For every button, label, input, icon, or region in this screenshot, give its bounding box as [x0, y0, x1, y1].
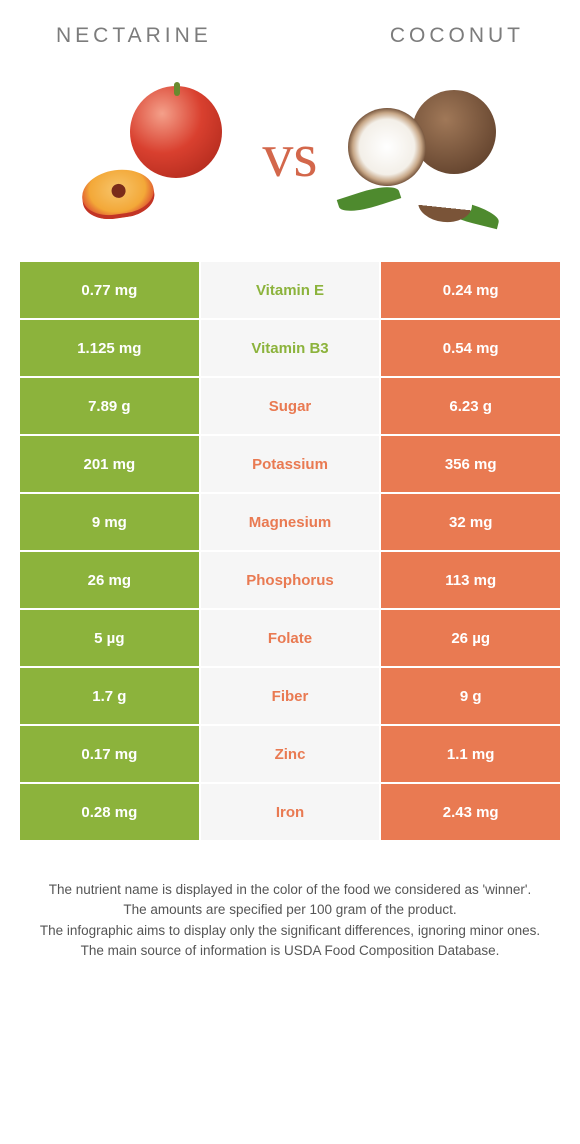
nutrient-name-cell: Folate: [201, 610, 380, 666]
nutrient-name-cell: Phosphorus: [201, 552, 380, 608]
table-row: 9 mgMagnesium32 mg: [20, 494, 560, 550]
right-value-cell: 6.23 g: [381, 378, 560, 434]
left-value-cell: 0.28 mg: [20, 784, 199, 840]
left-value-cell: 9 mg: [20, 494, 199, 550]
nutrient-name-cell: Potassium: [201, 436, 380, 492]
left-value-cell: 1.125 mg: [20, 320, 199, 376]
right-value-cell: 26 µg: [381, 610, 560, 666]
nutrient-name-cell: Vitamin E: [201, 262, 380, 318]
left-value-cell: 1.7 g: [20, 668, 199, 724]
left-value-cell: 7.89 g: [20, 378, 199, 434]
left-value-cell: 26 mg: [20, 552, 199, 608]
right-value-cell: 0.54 mg: [381, 320, 560, 376]
table-row: 26 mgPhosphorus113 mg: [20, 552, 560, 608]
header-titles: NECTARINE COCONUT: [0, 0, 580, 58]
table-row: 7.89 gSugar6.23 g: [20, 378, 560, 434]
right-value-cell: 0.24 mg: [381, 262, 560, 318]
nutrient-name-cell: Magnesium: [201, 494, 380, 550]
footnote-line: The main source of information is USDA F…: [30, 941, 550, 961]
table-row: 5 µgFolate26 µg: [20, 610, 560, 666]
left-value-cell: 0.17 mg: [20, 726, 199, 782]
table-row: 201 mgPotassium356 mg: [20, 436, 560, 492]
nutrient-name-cell: Fiber: [201, 668, 380, 724]
right-value-cell: 2.43 mg: [381, 784, 560, 840]
footnote-line: The amounts are specified per 100 gram o…: [30, 900, 550, 920]
table-row: 0.28 mgIron2.43 mg: [20, 784, 560, 840]
left-value-cell: 5 µg: [20, 610, 199, 666]
right-food-title: COCONUT: [390, 24, 524, 48]
vs-label: vs: [262, 121, 317, 192]
table-row: 1.7 gFiber9 g: [20, 668, 560, 724]
footnotes: The nutrient name is displayed in the co…: [0, 840, 580, 961]
left-value-cell: 0.77 mg: [20, 262, 199, 318]
coconut-illustration: [342, 76, 502, 236]
nutrient-name-cell: Sugar: [201, 378, 380, 434]
hero-section: vs: [0, 58, 580, 262]
right-value-cell: 32 mg: [381, 494, 560, 550]
left-food-title: NECTARINE: [56, 24, 212, 48]
nutrient-name-cell: Vitamin B3: [201, 320, 380, 376]
footnote-line: The nutrient name is displayed in the co…: [30, 880, 550, 900]
table-row: 0.17 mgZinc1.1 mg: [20, 726, 560, 782]
nutrient-name-cell: Iron: [201, 784, 380, 840]
right-value-cell: 1.1 mg: [381, 726, 560, 782]
nectarine-illustration: [78, 76, 238, 236]
left-value-cell: 201 mg: [20, 436, 199, 492]
comparison-table: 0.77 mgVitamin E0.24 mg1.125 mgVitamin B…: [0, 262, 580, 840]
nutrient-name-cell: Zinc: [201, 726, 380, 782]
right-value-cell: 113 mg: [381, 552, 560, 608]
right-value-cell: 9 g: [381, 668, 560, 724]
table-row: 0.77 mgVitamin E0.24 mg: [20, 262, 560, 318]
footnote-line: The infographic aims to display only the…: [30, 921, 550, 941]
right-value-cell: 356 mg: [381, 436, 560, 492]
table-row: 1.125 mgVitamin B30.54 mg: [20, 320, 560, 376]
